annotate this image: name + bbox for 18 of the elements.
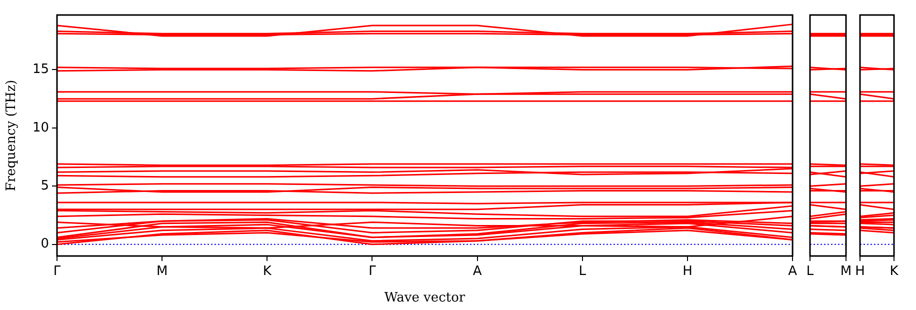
x-tick-label: L [578,264,587,280]
x-tick-label: K [262,264,272,280]
x-tick-label: L [806,264,814,280]
y-tick-label: 5 [40,178,49,194]
x-tick-label: M [156,264,168,280]
x-tick-label: Γ [53,264,62,280]
y-tick-label: 15 [32,62,49,78]
x-tick-label: A [788,264,798,280]
x-axis-title: Wave vector [384,290,466,306]
x-tick-label: M [840,264,852,280]
y-tick-label: 10 [32,120,49,136]
y-axis-title: Frequency (THz) [4,80,20,192]
x-tick-label: A [472,264,482,280]
x-tick-label: Γ [368,264,377,280]
y-tick-label: 0 [40,236,49,252]
x-tick-label: K [890,264,899,280]
x-tick-label: H [682,264,692,280]
x-tick-label: H [855,264,865,280]
